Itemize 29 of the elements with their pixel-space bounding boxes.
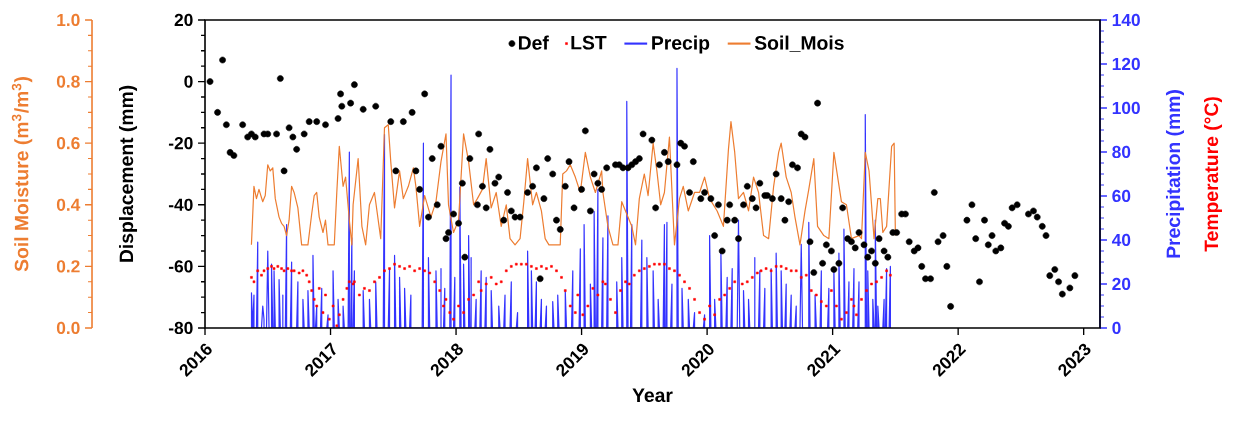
y2-axis-title: Precipitation (mm) (1165, 90, 1185, 258)
y2-tick-label: 140 (1112, 13, 1140, 27)
legend-label: Def (518, 35, 549, 50)
legend-label: Precip (652, 35, 710, 54)
y-tick-label: -60 (168, 260, 193, 273)
y-tick-label: -20 (168, 137, 193, 150)
y3-tick-label: 0.6 (56, 137, 80, 150)
y2-tick-label: 80 (1112, 145, 1131, 159)
y-tick-label: -80 (168, 321, 193, 335)
y2-tick-label: 0 (1112, 321, 1121, 335)
text: Temperature (°C) (1203, 97, 1223, 252)
y-tick-label: -40 (168, 198, 193, 211)
y2-tick-label: 100 (1112, 101, 1140, 115)
y3-tick-label: 0.4 (56, 198, 81, 211)
y2-tick-label: 60 (1112, 189, 1131, 203)
y3-tick-label: 0.2 (56, 260, 80, 273)
y-tick-label: 0 (184, 75, 193, 88)
y3-tick-label: 1.0 (57, 13, 80, 27)
y-axis-title: Displacement (mm) (119, 85, 138, 262)
legend-label: Soil_Mois (754, 35, 844, 52)
y2-tick-label: 120 (1112, 57, 1140, 71)
y3-tick-label: 0.8 (56, 75, 80, 88)
y2-tick-label: 20 (1112, 277, 1131, 291)
y2-tick-label: 40 (1111, 233, 1131, 247)
x-axis-title: Year (632, 388, 673, 403)
y-tick-label: 20 (174, 13, 193, 27)
y3-axis-title: Soil Moisture (m$^{3}$/m$^{3}$) (11, 77, 33, 272)
legend-label: LST (571, 35, 607, 50)
y3-tick-label: 0.0 (56, 321, 80, 335)
